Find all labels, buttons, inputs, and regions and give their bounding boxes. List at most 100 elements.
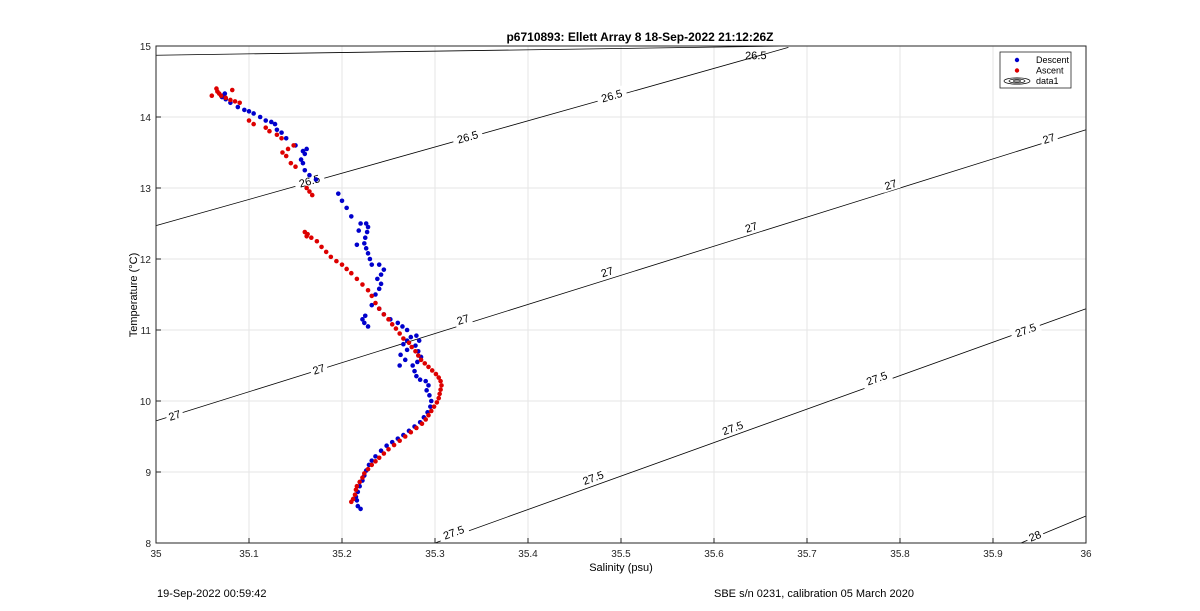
descent-point xyxy=(362,235,368,240)
contour-label-bg xyxy=(740,48,771,62)
descent-point xyxy=(398,352,403,358)
ascent-point xyxy=(293,164,298,169)
descent-point xyxy=(246,109,252,114)
ascent-point xyxy=(263,125,269,130)
descent-point xyxy=(354,498,360,503)
ascent-point xyxy=(251,121,256,127)
contour-label: 27.5 xyxy=(865,370,889,389)
ascent-point xyxy=(291,143,296,148)
x-tick-label: 35.3 xyxy=(425,549,445,560)
ascent-point xyxy=(246,118,252,123)
ascent-point xyxy=(214,86,219,91)
descent-point xyxy=(235,104,241,110)
descent-point xyxy=(369,302,375,308)
descent-point xyxy=(274,127,280,133)
descent-point xyxy=(378,448,384,454)
ascent-point xyxy=(428,408,434,414)
descent-point xyxy=(344,205,349,211)
legend-contour-icon xyxy=(1003,77,1031,85)
descent-point xyxy=(363,221,369,226)
ascent-point xyxy=(283,153,289,159)
descent-point xyxy=(242,107,247,113)
chart-title: p6710893: Ellett Array 8 18-Sep-2022 21:… xyxy=(506,30,773,44)
ascent-point xyxy=(274,132,280,138)
y-tick-label: 11 xyxy=(141,326,152,337)
ascent-point xyxy=(360,282,365,287)
x-tick-label: 35.2 xyxy=(332,549,352,560)
contour-label: 28 xyxy=(1027,529,1043,545)
contour-label-bg xyxy=(740,217,762,236)
descent-point xyxy=(395,320,401,326)
descent-point xyxy=(373,454,378,459)
descent-point xyxy=(400,324,405,329)
descent-point xyxy=(404,327,410,333)
descent-point xyxy=(426,383,431,388)
ascent-point xyxy=(434,400,440,405)
legend-label-ascent: Ascent xyxy=(1036,66,1064,76)
descent-point xyxy=(362,313,368,319)
contour-label-bg xyxy=(451,126,484,147)
descent-point xyxy=(410,363,415,368)
y-tick-label: 14 xyxy=(140,113,152,124)
ascent-point xyxy=(360,475,365,480)
descent-point xyxy=(257,114,263,120)
x-tick-label: 35.4 xyxy=(518,549,538,560)
contour-label: 27.5 xyxy=(1014,322,1038,341)
descent-point xyxy=(302,167,308,173)
ascent-point xyxy=(389,322,395,327)
ascent-point xyxy=(328,254,334,260)
descent-point xyxy=(263,118,269,123)
ascent-point xyxy=(362,471,367,476)
descent-point xyxy=(423,378,429,384)
ascent-point xyxy=(354,276,360,282)
ascent-point xyxy=(386,446,391,452)
footer-calibration: SBE s/n 0231, calibration 05 March 2020 xyxy=(714,588,914,600)
descent-point xyxy=(358,221,363,226)
descent-point xyxy=(269,119,274,125)
ascent-point xyxy=(436,395,442,401)
x-tick-label: 35.6 xyxy=(704,549,724,560)
ascent-point xyxy=(419,421,425,427)
contour-label-bg xyxy=(164,405,185,424)
descent-point xyxy=(415,359,420,365)
ascent-point xyxy=(401,336,406,341)
ascent-point xyxy=(423,417,429,422)
x-tick-label: 36 xyxy=(1080,549,1092,560)
descent-point xyxy=(300,148,306,154)
ascent-point xyxy=(237,100,242,106)
ascent-point xyxy=(414,425,419,431)
x-tick-label: 35.9 xyxy=(983,549,1003,560)
descent-point xyxy=(414,373,419,379)
descent-point xyxy=(384,443,389,449)
contour-label-bg xyxy=(437,520,470,544)
descent-point xyxy=(349,214,354,219)
ascent-point xyxy=(314,238,320,244)
descent-point xyxy=(413,343,418,348)
descent-point xyxy=(364,229,370,235)
descent-point xyxy=(362,241,367,246)
ascent-point xyxy=(439,383,444,388)
y-tick-label: 8 xyxy=(145,539,151,550)
x-tick-label: 35.8 xyxy=(890,549,910,560)
ascent-point xyxy=(365,466,371,472)
ascent-point xyxy=(319,244,324,250)
descent-point xyxy=(339,198,345,204)
ascent-point xyxy=(302,229,308,235)
ascent-point xyxy=(426,412,431,418)
axis-ticks: 35 35.1 35.2 35.3 35.4 35.5 35.6 35.7 35.8 35.9 36… xyxy=(140,42,1092,560)
ascent-point xyxy=(353,487,359,493)
ascent-point xyxy=(307,189,312,194)
ascent-point xyxy=(397,438,402,444)
y-tick-label: 15 xyxy=(140,42,152,53)
descent-point xyxy=(365,251,371,256)
ascent-point xyxy=(391,442,397,448)
ascent-point xyxy=(354,483,360,489)
ascent-point xyxy=(436,375,442,380)
descent-point xyxy=(369,262,375,267)
ascent-point xyxy=(381,451,387,456)
ascent-point xyxy=(309,235,314,240)
contour-label: 27 xyxy=(311,362,326,377)
data-points xyxy=(209,86,444,512)
ascent-point xyxy=(280,150,285,155)
